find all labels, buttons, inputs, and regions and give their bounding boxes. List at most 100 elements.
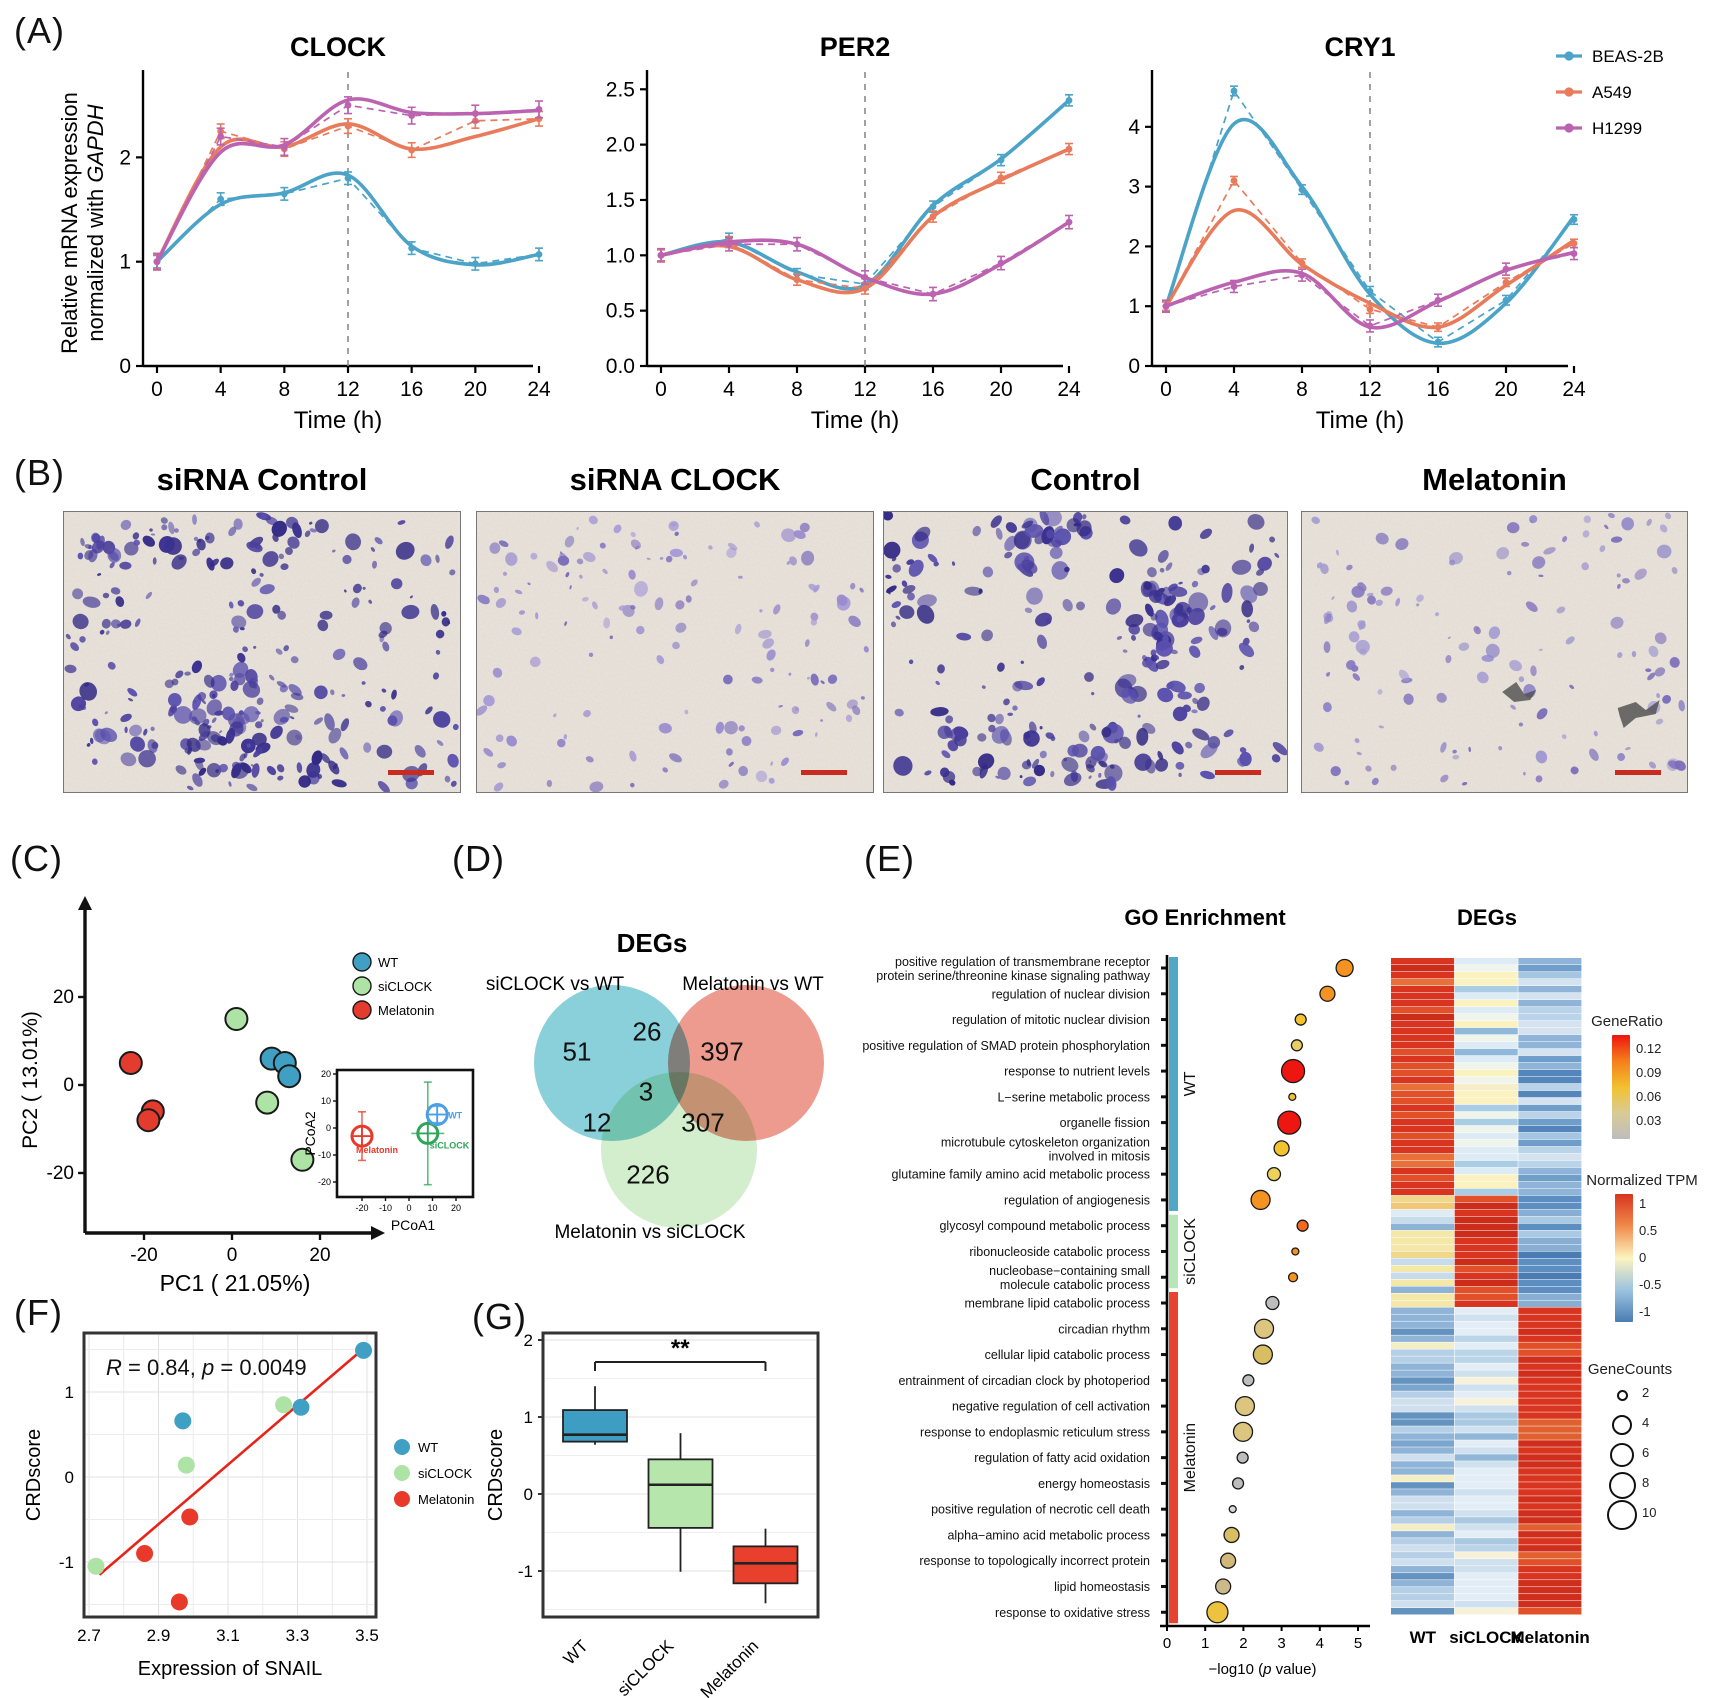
- heatmap-cell: [1454, 978, 1518, 986]
- stained-cell: [1674, 760, 1686, 771]
- stained-cell: [1440, 742, 1447, 753]
- panel-label-b: (B): [14, 452, 65, 493]
- go-term-label: positive regulation of SMAD protein phos…: [862, 1039, 1150, 1053]
- heatmap-cell: [1454, 1258, 1518, 1266]
- stained-cell: [1142, 622, 1159, 637]
- scale-bar: [1215, 770, 1261, 775]
- stained-cell: [684, 709, 689, 715]
- y-tick-label: 1: [1128, 295, 1140, 318]
- stained-cell: [210, 674, 227, 692]
- stained-cell: [232, 626, 239, 633]
- stained-cell: [895, 615, 901, 620]
- heatmap-cell: [1518, 1580, 1582, 1587]
- stained-cell: [656, 655, 665, 665]
- stained-cell: [233, 518, 243, 530]
- heatmap-cell: [1391, 1097, 1455, 1105]
- stained-cell: [1129, 539, 1148, 557]
- stained-cell: [1045, 617, 1052, 625]
- go-term-label: membrane lipid catabolic process: [964, 1297, 1150, 1311]
- y-tick-label: -20: [47, 1163, 74, 1184]
- stained-cell: [1024, 607, 1033, 613]
- stained-cell: [917, 594, 937, 608]
- heatmap-cell: [1518, 1321, 1582, 1328]
- stained-cell: [930, 707, 949, 717]
- stained-cell: [319, 610, 333, 620]
- stained-cell: [1656, 693, 1661, 699]
- stained-cell: [271, 520, 287, 537]
- heatmap-cell: [1391, 985, 1455, 993]
- stained-cell: [1274, 552, 1280, 558]
- stained-cell: [433, 711, 451, 728]
- stained-cell: [977, 753, 995, 770]
- heatmap-cell: [1454, 1454, 1518, 1461]
- stained-cell: [1538, 648, 1543, 652]
- stained-cell: [852, 705, 861, 716]
- heatmap-cell: [1518, 1426, 1582, 1433]
- stained-cell: [941, 750, 951, 759]
- stained-cell: [1199, 528, 1213, 540]
- heatmap-cell: [1454, 1377, 1518, 1384]
- stained-cell: [914, 526, 931, 542]
- stained-cell: [259, 572, 264, 577]
- stained-cell: [885, 574, 892, 579]
- stained-cell: [186, 785, 194, 791]
- x-axis-label: Time (h): [294, 407, 382, 434]
- data-point-BEAS-2B: [929, 203, 937, 211]
- x-tick-label: 24: [527, 378, 551, 401]
- heatmap-cell: [1454, 1433, 1518, 1440]
- stained-cell: [332, 648, 346, 661]
- heatmap-cell: [1391, 1552, 1455, 1559]
- stained-cell: [995, 775, 1000, 779]
- heatmap-cell: [1391, 1279, 1455, 1286]
- stained-cell: [514, 589, 523, 595]
- heatmap-cell: [1518, 1328, 1582, 1335]
- stained-cell: [198, 730, 210, 741]
- heatmap-cell: [1518, 1447, 1582, 1454]
- go-legends: GeneRatio 0.12 0.09 0.06 0.03 Normalized TPM 1…: [860, 845, 1712, 1698]
- legend-swatch-Melatonin: [352, 1000, 372, 1020]
- stained-cell: [1144, 603, 1154, 617]
- stained-cell: [1648, 761, 1657, 769]
- stained-cell: [109, 561, 115, 569]
- stained-cell: [1155, 640, 1173, 657]
- heatmap-cell: [1391, 1384, 1455, 1391]
- heatmap-cell: [1391, 1587, 1455, 1594]
- stained-cell: [91, 540, 105, 554]
- stained-cell: [1021, 559, 1038, 574]
- x-tick-label: 3.5: [355, 1626, 379, 1645]
- x-tick-label: 0: [655, 378, 667, 401]
- heatmap-cell: [1454, 1034, 1518, 1042]
- stained-cell: [1021, 520, 1034, 529]
- stained-cell: [1191, 580, 1199, 588]
- go-dot: [1252, 1344, 1274, 1365]
- heatmap-cell: [1518, 1097, 1582, 1105]
- heatmap-cell: [1518, 1055, 1582, 1063]
- tpm-tick: 0: [1639, 1250, 1647, 1265]
- heatmap-cell: [1391, 1426, 1455, 1433]
- y-axis-label-line2: normalized with GAPDH: [83, 104, 108, 341]
- stained-cell: [770, 667, 775, 673]
- go-term-label: glycosyl compound metabolic process: [939, 1219, 1150, 1233]
- stained-cell: [751, 676, 763, 684]
- stained-cell: [1178, 581, 1183, 585]
- stained-cell: [196, 538, 206, 551]
- stained-cell: [330, 689, 335, 696]
- stained-cell: [1247, 514, 1265, 530]
- stained-cell: [1237, 757, 1246, 767]
- stained-cell: [1191, 709, 1198, 714]
- significance-stars: **: [671, 1335, 690, 1362]
- heatmap-cell: [1391, 1216, 1455, 1224]
- group-label-Melatonin: Melatonin: [1182, 1423, 1199, 1492]
- heatmap-cell: [1454, 1559, 1518, 1566]
- stained-cell: [230, 680, 239, 691]
- stained-cell: [585, 756, 594, 763]
- stained-cell: [420, 554, 432, 567]
- stained-cell: [1240, 585, 1258, 604]
- stained-cell: [117, 623, 121, 627]
- heatmap-cell: [1391, 1314, 1455, 1321]
- venn-count: 307: [681, 1107, 725, 1138]
- stained-cell: [219, 730, 223, 734]
- legend-label: siCLOCK: [418, 1466, 473, 1481]
- go-term-label: response to topologically incorrect prot…: [919, 1554, 1150, 1568]
- heatmap-cell: [1518, 1034, 1582, 1042]
